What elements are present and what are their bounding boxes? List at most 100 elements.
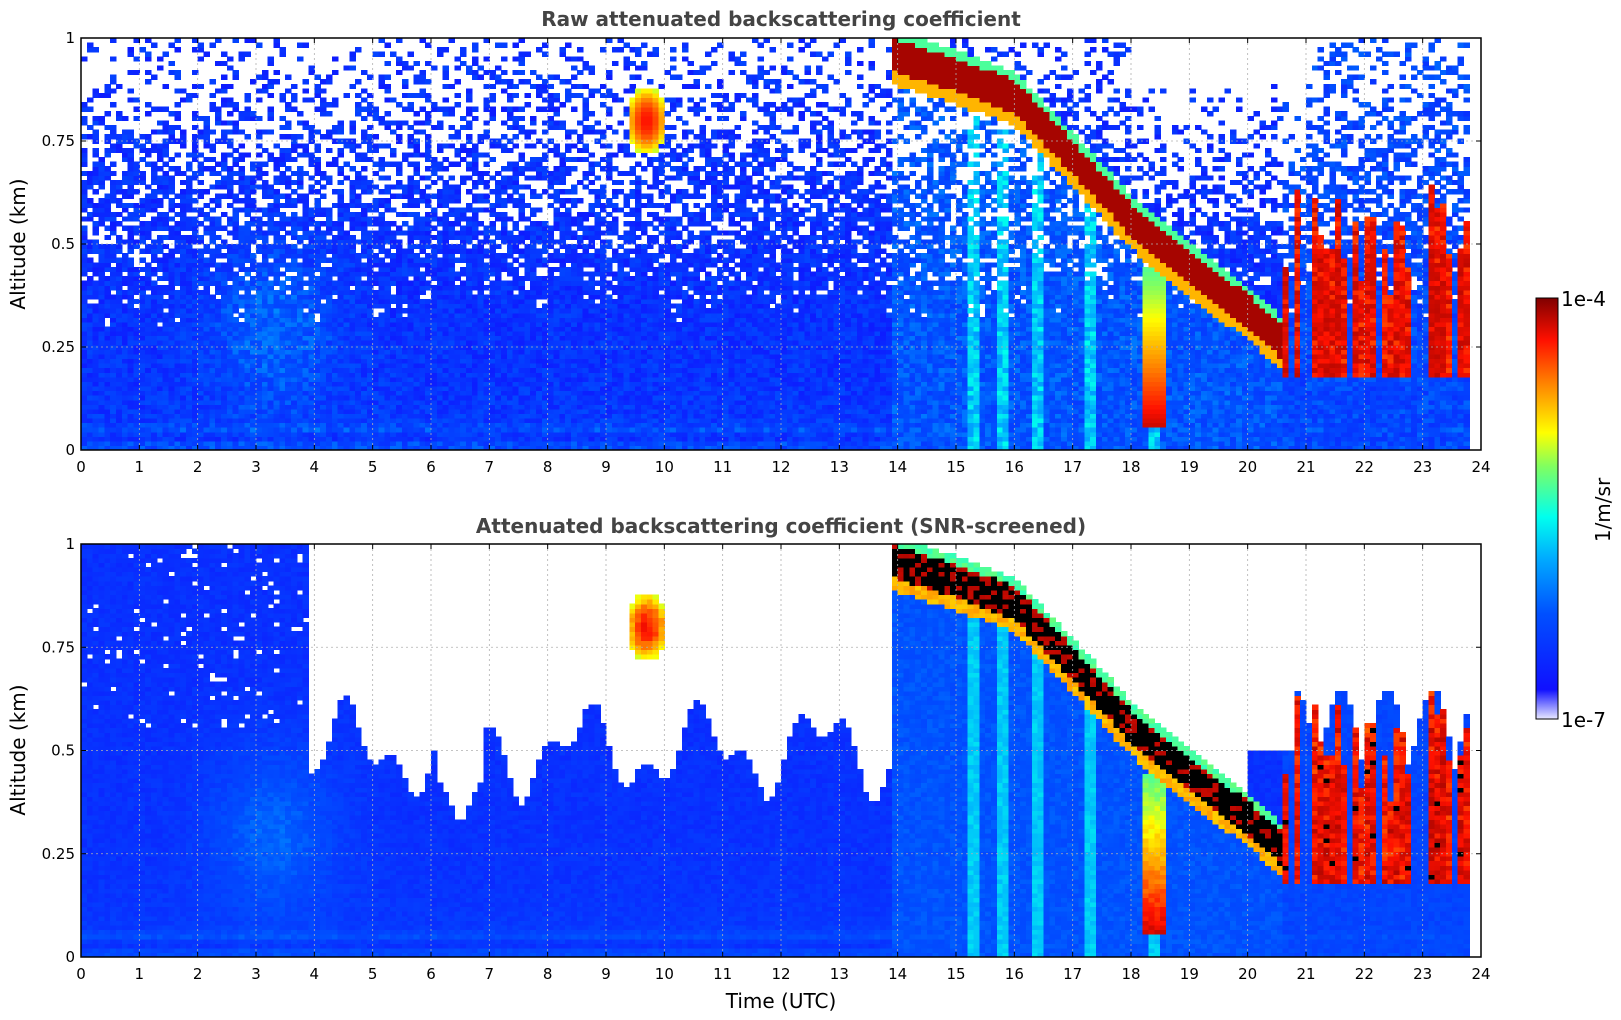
heatmap-cell — [238, 385, 245, 392]
heatmap-cell — [396, 436, 403, 442]
heatmap-cell — [296, 179, 304, 186]
heatmap-cell — [302, 42, 310, 48]
heatmap-cell — [349, 404, 356, 410]
heatmap-cell — [361, 408, 368, 414]
heatmap-cell — [244, 152, 251, 158]
heatmap-cell — [331, 390, 339, 396]
heatmap-cell — [366, 399, 374, 405]
heatmap-cell — [512, 340, 520, 346]
heatmap-cell — [518, 56, 525, 62]
heatmap-cell — [431, 399, 438, 405]
heatmap-cell — [343, 271, 350, 277]
heatmap-cell — [530, 330, 537, 337]
heatmap-cell — [331, 225, 339, 231]
heatmap-cell — [209, 280, 216, 286]
heatmap-cell — [86, 257, 94, 263]
heatmap-cell — [267, 427, 275, 433]
heatmap-cell — [320, 367, 327, 373]
heatmap-cell — [127, 147, 135, 154]
heatmap-cell — [86, 266, 94, 273]
heatmap-cell — [320, 321, 327, 327]
heatmap-cell — [541, 422, 549, 428]
heatmap-cell — [267, 422, 275, 428]
heatmap-cell — [221, 308, 228, 314]
heatmap-cell — [349, 147, 356, 154]
heatmap-cell — [506, 271, 514, 277]
heatmap-cell — [191, 330, 199, 337]
heatmap-cell — [337, 239, 345, 245]
heatmap-cell — [454, 271, 461, 277]
heatmap-cell — [145, 413, 152, 419]
heatmap-cell — [431, 193, 438, 199]
heatmap-cell — [279, 193, 286, 199]
heatmap-cell — [314, 399, 321, 405]
heatmap-cell — [471, 56, 479, 62]
heatmap-cell — [296, 234, 304, 241]
heatmap-cell — [203, 303, 210, 309]
heatmap-cell — [203, 330, 210, 337]
heatmap-cell — [337, 390, 345, 396]
heatmap-cell — [442, 202, 450, 208]
heatmap-cell — [110, 344, 117, 350]
heatmap-cell — [483, 184, 490, 190]
heatmap-cell — [506, 253, 514, 259]
heatmap-cell — [361, 138, 368, 144]
heatmap-cell — [320, 248, 327, 254]
heatmap-cell — [104, 257, 111, 263]
heatmap-cell — [232, 280, 240, 286]
heatmap-cell — [512, 326, 520, 332]
heatmap-cell — [477, 74, 485, 80]
heatmap-cell — [279, 221, 286, 227]
heatmap-cell — [506, 440, 514, 447]
heatmap-cell — [215, 344, 222, 350]
heatmap-cell — [378, 417, 385, 424]
heatmap-cell — [378, 234, 385, 241]
heatmap-cell — [215, 385, 222, 392]
heatmap-cell — [460, 179, 467, 186]
heatmap-cell — [454, 422, 461, 428]
heatmap-cell — [121, 358, 129, 364]
heatmap-cell — [279, 289, 286, 295]
heatmap-cell — [425, 312, 432, 318]
heatmap-cell — [180, 440, 187, 447]
heatmap-cell — [536, 376, 543, 382]
heatmap-cell — [151, 253, 158, 259]
heatmap-cell — [86, 244, 94, 250]
heatmap-cell — [431, 106, 438, 112]
heatmap-cell — [361, 312, 368, 318]
heatmap-cell — [361, 376, 368, 382]
heatmap-cell — [448, 262, 455, 268]
heatmap-cell — [156, 349, 164, 355]
heatmap-cell — [267, 413, 275, 419]
heatmap-cell — [419, 70, 426, 76]
heatmap-cell — [466, 353, 473, 360]
heatmap-cell — [506, 175, 514, 181]
heatmap-cell — [168, 308, 175, 314]
heatmap-cell — [349, 312, 356, 318]
heatmap-cell — [384, 385, 391, 392]
heatmap-cell — [180, 344, 187, 350]
heatmap-cell — [442, 289, 450, 295]
heatmap-cell — [425, 298, 432, 305]
heatmap-cell — [186, 312, 193, 318]
heatmap-cell — [419, 317, 426, 323]
heatmap-cell — [209, 422, 216, 428]
heatmap-cell — [343, 363, 350, 369]
heatmap-cell — [454, 65, 461, 71]
heatmap-cell — [384, 198, 391, 204]
heatmap-cell — [477, 239, 485, 245]
heatmap-cell — [133, 445, 140, 451]
heatmap-cell — [436, 417, 444, 424]
heatmap-cell — [296, 289, 304, 295]
heatmap-cell — [483, 390, 490, 396]
heatmap-cell — [448, 266, 455, 273]
heatmap-cell — [419, 330, 426, 337]
heatmap-cell — [384, 321, 391, 327]
heatmap-cell — [489, 70, 496, 76]
heatmap-cell — [337, 358, 345, 364]
heatmap-cell — [524, 349, 531, 355]
heatmap-cell — [471, 312, 479, 318]
heatmap-cell — [127, 381, 135, 387]
heatmap-cell — [512, 134, 520, 140]
heatmap-cell — [477, 440, 485, 447]
